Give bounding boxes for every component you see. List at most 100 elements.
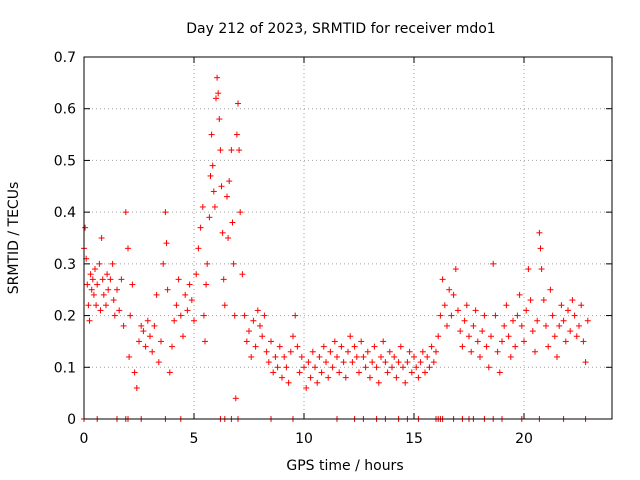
data-point [254, 307, 261, 314]
data-point [470, 322, 477, 329]
data-point [378, 353, 384, 360]
data-point [221, 302, 228, 309]
data-point [538, 266, 545, 273]
data-point [567, 328, 574, 335]
data-point [349, 359, 356, 366]
data-point [103, 302, 109, 309]
data-point [268, 338, 274, 345]
data-point [173, 302, 180, 309]
data-point [338, 343, 345, 350]
data-point [415, 374, 422, 381]
data-point [107, 276, 114, 283]
data-point [180, 333, 186, 340]
data-point [96, 260, 103, 267]
data-point [274, 364, 281, 371]
data-point [463, 302, 470, 309]
data-point [226, 178, 233, 185]
data-point [334, 353, 340, 360]
data-point [576, 322, 582, 329]
data-point [241, 312, 248, 319]
data-point [261, 312, 268, 319]
data-point [239, 271, 246, 278]
data-point [285, 379, 292, 386]
data-point [147, 333, 153, 340]
y-tick-label: 0.6 [54, 102, 76, 118]
data-point [151, 322, 158, 329]
data-point [100, 291, 107, 298]
data-point [525, 266, 532, 273]
x-tick-label: 20 [515, 431, 533, 447]
data-point [133, 384, 140, 391]
data-point [479, 328, 486, 335]
data-point [116, 307, 123, 314]
data-point [459, 343, 466, 350]
data-point [235, 100, 241, 107]
data-point [472, 307, 479, 314]
data-point [329, 364, 336, 371]
data-point [369, 359, 376, 366]
data-point [571, 312, 578, 319]
data-point [558, 302, 565, 309]
axis-ticks: 0 0.1 0.2 0.3 0.4 0.5 0.6 0.7 0 5 10 15 20 [54, 50, 612, 447]
data-point [224, 193, 230, 200]
data-point [512, 343, 519, 350]
data-point [193, 271, 200, 278]
data-point [208, 131, 215, 138]
data-point [560, 317, 567, 324]
data-point [184, 307, 191, 314]
data-point [336, 369, 343, 376]
data-point [353, 353, 360, 360]
data-point [229, 219, 236, 226]
data-point [584, 317, 591, 324]
data-point [171, 317, 178, 324]
data-point [202, 338, 208, 345]
data-point [118, 276, 125, 283]
data-point [499, 338, 505, 345]
data-point [191, 317, 197, 324]
data-point [188, 297, 195, 304]
data-point [290, 333, 296, 340]
data-point [82, 224, 89, 231]
data-point [114, 286, 120, 293]
data-point [243, 338, 250, 345]
y-tick-label: 0.1 [54, 360, 76, 376]
data-point [110, 297, 117, 304]
data-point [435, 333, 442, 340]
data-point [441, 302, 448, 309]
data-point [331, 338, 338, 345]
data-point [485, 364, 492, 371]
data-point [380, 338, 387, 345]
data-point [433, 348, 439, 355]
data-point [573, 333, 580, 340]
data-point [320, 343, 327, 350]
data-point [186, 281, 193, 288]
data-point [545, 343, 552, 350]
x-axis-label: GPS time / hours [286, 458, 403, 474]
data-point [127, 312, 134, 319]
data-point [452, 266, 459, 273]
data-point [419, 348, 426, 355]
data-point [358, 338, 365, 345]
data-point [230, 260, 237, 267]
data-point [430, 359, 437, 366]
data-point [92, 266, 98, 273]
data-point [211, 203, 218, 210]
data-point [466, 333, 472, 340]
data-point [367, 374, 373, 381]
y-tick-label: 0.3 [54, 257, 76, 273]
data-point [404, 359, 411, 366]
data-point [488, 333, 494, 340]
data-point [204, 260, 211, 267]
data-point [210, 188, 217, 195]
y-axis-label: SRMTID / TECUs [6, 182, 22, 295]
data-point [393, 374, 400, 381]
data-point [537, 245, 544, 252]
data-point [104, 271, 111, 278]
data-point [406, 348, 413, 355]
data-point [309, 348, 316, 355]
x-tick-label: 15 [405, 431, 423, 447]
data-point [450, 291, 457, 298]
data-point [536, 229, 543, 236]
y-tick-label: 0.7 [54, 50, 76, 66]
data-point [220, 276, 227, 283]
